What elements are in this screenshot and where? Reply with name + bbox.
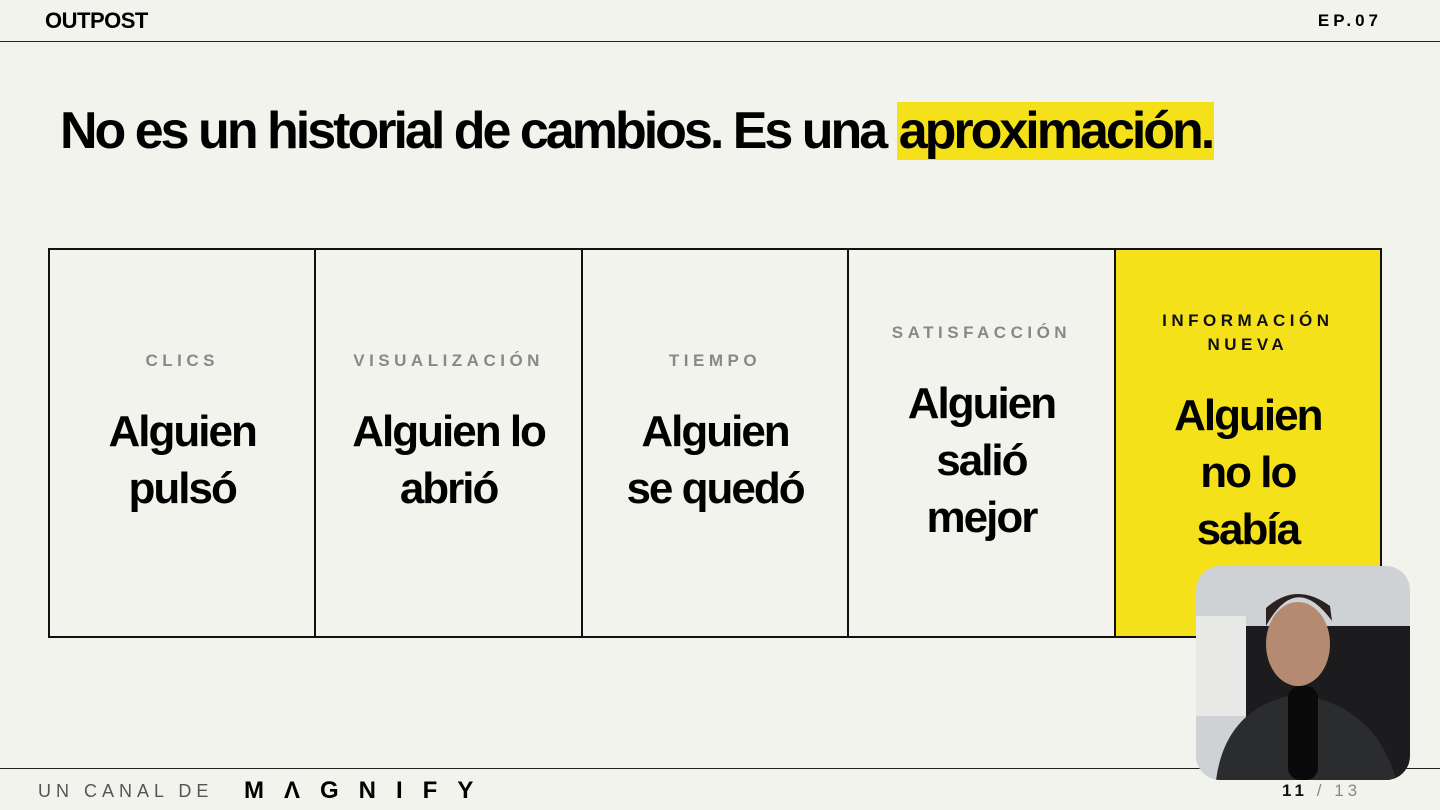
card-line: se quedó [626,464,805,513]
title: No es un historial de cambios. Es una ap… [60,96,1215,166]
card-text: Alguien se quedó [626,403,805,517]
card-line: Alguien [108,407,258,456]
page-number: 11 / 13 [1282,781,1361,801]
webcam [1196,566,1410,780]
card: CLICS Alguien pulsó [50,250,317,636]
card-label: CLICS [145,351,219,370]
title-text: No es un historial de cambios. Es una [60,102,888,160]
shelf [1196,616,1246,716]
brand: MΛGNIFY [244,777,494,804]
hair [1266,593,1332,626]
card-line: Alguien [1174,390,1323,440]
card-text: Alguien salió mejor [907,375,1057,546]
card-label: TIEMPO [668,351,762,370]
card: INFORMACIÓN NUEVA Alguien no lo sabía [1115,250,1381,636]
card-line: Alguien [641,407,790,456]
separator: / [1316,781,1326,800]
face [1266,602,1330,686]
card-text: Alguien no lo sabía [1174,387,1323,558]
card-line: no lo [1200,447,1297,497]
header: OUTPOST EP.07 [0,0,1440,42]
footer: UN CANAL DE MΛGNIFY 11 / 13 [0,768,1440,810]
card-line: abrió [399,464,500,513]
footer-prefix: UN CANAL DE [38,781,214,801]
total-pages: 13 [1334,781,1362,800]
card-line: pulsó [128,464,238,513]
card: VISUALIZACIÓN Alguien lo abrió [316,250,583,636]
card-label: VISUALIZACIÓN [353,351,544,370]
card-text: Alguien lo abrió [352,403,547,517]
card: SATISFACCIÓN Alguien salió mejor [849,250,1116,636]
card-text: Alguien pulsó [108,403,258,517]
logo: OUTPOST [45,8,148,33]
card-line: Alguien lo [352,407,547,456]
card: TIEMPO Alguien se quedó [583,250,850,636]
card-line: Alguien [907,378,1057,428]
card-line: sabía [1196,504,1302,554]
card-label: SATISFACCIÓN [891,322,1072,342]
card-line: salió [936,435,1028,485]
card-line: mejor [926,492,1039,542]
current-page: 11 [1282,781,1308,800]
card-label: INFORMACIÓN NUEVA [1162,310,1334,354]
microphone [1288,686,1318,780]
cards: CLICS Alguien pulsó VISUALIZACIÓN Alguien lo… [48,248,1382,638]
title-highlight: aproximación. [896,102,1215,160]
episode: EP.07 [1317,11,1382,30]
